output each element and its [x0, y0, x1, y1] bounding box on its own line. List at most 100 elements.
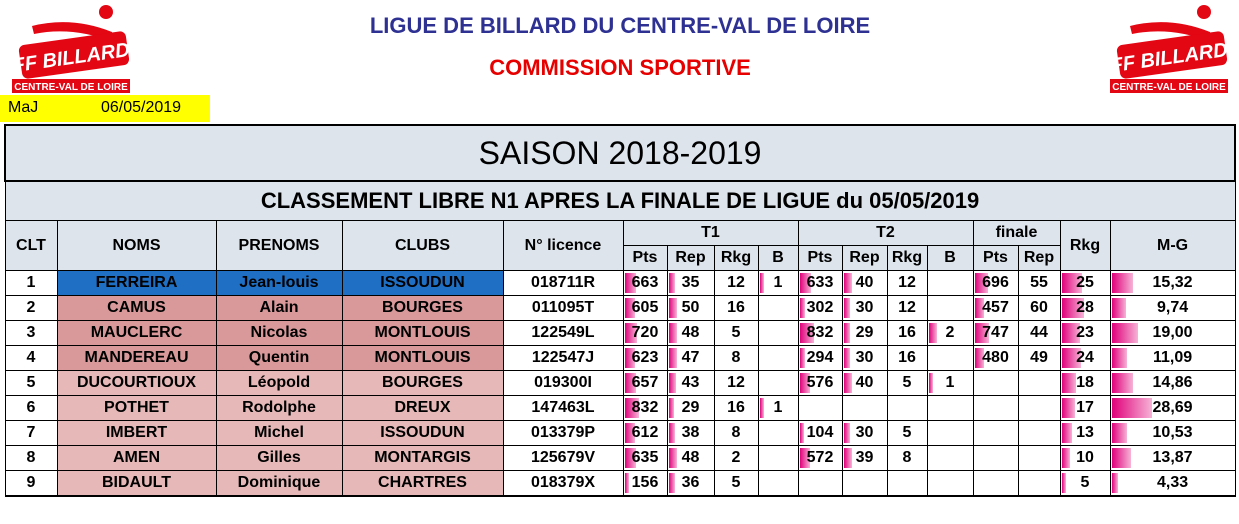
cell-licence: 018711R: [502, 270, 624, 296]
ff-billard-logo-right: FF BILLARD CENTRE-VAL DE LOIRE: [1100, 2, 1230, 94]
cell-t1-pts: 720: [622, 320, 668, 346]
cell-t2-rkg: [886, 395, 928, 421]
data-bar: [928, 323, 937, 343]
cell-value: 747: [982, 324, 1009, 341]
cell-f-pts: [972, 420, 1019, 446]
cell-rkg: 10: [1059, 445, 1111, 471]
cell-t2-pts: [797, 395, 843, 421]
data-bar: [1061, 398, 1075, 418]
cell-t2-rkg: 12: [886, 270, 928, 296]
cell-t1-pts: 832: [622, 395, 668, 421]
cell-licence: 011095T: [502, 295, 624, 321]
cell-f-rep: [1017, 420, 1061, 446]
data-bar: [799, 373, 810, 393]
cell-f-rep: 55: [1017, 270, 1061, 296]
cell-value: 612: [631, 424, 659, 441]
cell-mg: 9,74: [1109, 295, 1236, 321]
table-row: 3 MAUCLERC Nicolas MONTLOUIS 122549L 720 48 5 83…: [4, 320, 1236, 346]
cell-t1-rkg: 5: [713, 470, 759, 497]
cell-nom: MANDEREAU: [56, 345, 217, 371]
cell-licence: 122549L: [502, 320, 624, 346]
cell-t1-b: 1: [757, 270, 799, 296]
cell-f-pts: [972, 395, 1019, 421]
cell-t1-rkg: 12: [713, 270, 759, 296]
cell-value: 28: [1076, 299, 1094, 316]
cell-t2-b: [926, 345, 974, 371]
data-bar: [668, 348, 677, 368]
data-bar: [1061, 423, 1072, 443]
data-bar: [668, 398, 674, 418]
col-licence: N° licence: [502, 220, 624, 271]
cell-t2-rkg: 5: [886, 370, 928, 396]
data-bar: [668, 323, 677, 343]
cell-club: BOURGES: [341, 295, 504, 321]
cell-nom: FERREIRA: [56, 270, 217, 296]
cell-club: MONTLOUIS: [341, 320, 504, 346]
cell-licence: 147463L: [502, 395, 624, 421]
cell-t2-rkg: 16: [886, 320, 928, 346]
data-bar: [1061, 273, 1082, 293]
cell-t1-rep: 48: [666, 445, 715, 471]
cell-value: 18: [1076, 374, 1094, 391]
data-bar: [799, 298, 805, 318]
cell-t1-rep: 29: [666, 395, 715, 421]
cell-licence: 125679V: [502, 445, 624, 471]
cell-t1-b: [757, 420, 799, 446]
season-title: SAISON 2018-2019: [3, 124, 1237, 182]
cell-t2-pts: 572: [797, 445, 843, 471]
data-bar: [843, 448, 852, 468]
cell-t2-pts: 633: [797, 270, 843, 296]
cell-t2-rep: 39: [841, 445, 888, 471]
cell-f-pts: [972, 445, 1019, 471]
cell-f-rep: 49: [1017, 345, 1061, 371]
cell-clt: 7: [4, 420, 58, 446]
data-bar: [624, 423, 635, 443]
data-bar: [843, 323, 850, 343]
cell-value: 30: [855, 424, 874, 441]
cell-f-rep: 44: [1017, 320, 1061, 346]
cell-t2-rep: 30: [841, 420, 888, 446]
cell-rkg: 13: [1059, 420, 1111, 446]
cell-club: MONTLOUIS: [341, 345, 504, 371]
cell-t2-rep: [841, 470, 888, 497]
ranking-table: SAISON 2018-2019 CLASSEMENT LIBRE N1 APR…: [3, 124, 1237, 497]
cell-rkg: 23: [1059, 320, 1111, 346]
cell-f-pts: [972, 470, 1019, 497]
col-t1-rep: Rep: [666, 245, 715, 271]
cell-t2-b: 2: [926, 320, 974, 346]
data-bar: [1111, 398, 1152, 418]
cell-value: 47: [681, 349, 700, 366]
col-mg: M-G: [1109, 220, 1236, 271]
cell-clt: 4: [4, 345, 58, 371]
data-bar: [1061, 373, 1076, 393]
data-bar: [799, 348, 805, 368]
table-row: 9 BIDAULT Dominique CHARTRES 018379X 156 36 5 5 4…: [4, 470, 1236, 497]
cell-nom: IMBERT: [56, 420, 217, 446]
table-row: 2 CAMUS Alain BOURGES 011095T 605 50 16 302 30 12 4…: [4, 295, 1236, 321]
cell-t1-b: [757, 345, 799, 371]
data-bar: [843, 423, 850, 443]
cell-nom: POTHET: [56, 395, 217, 421]
cell-clt: 3: [4, 320, 58, 346]
data-bar: [843, 273, 852, 293]
cell-nom: MAUCLERC: [56, 320, 217, 346]
data-bar: [843, 373, 852, 393]
cell-clt: 1: [4, 270, 58, 296]
cell-t2-pts: 832: [797, 320, 843, 346]
cell-licence: 019300I: [502, 370, 624, 396]
cell-clt: 9: [4, 470, 58, 497]
col-t1-b: B: [757, 245, 799, 271]
cell-nom: BIDAULT: [56, 470, 217, 497]
cell-t1-rkg: 8: [713, 420, 759, 446]
cell-prenom: Nicolas: [215, 320, 343, 346]
cell-t2-pts: 104: [797, 420, 843, 446]
cell-t2-pts: 576: [797, 370, 843, 396]
cell-t1-rep: 36: [666, 470, 715, 497]
data-bar: [624, 323, 637, 343]
data-bar: [624, 348, 635, 368]
cell-t1-pts: 612: [622, 420, 668, 446]
cell-value: 480: [982, 349, 1009, 366]
cell-value: 11,09: [1152, 349, 1193, 366]
col-t1: T1: [622, 220, 799, 246]
cell-value: 24: [1076, 349, 1094, 366]
